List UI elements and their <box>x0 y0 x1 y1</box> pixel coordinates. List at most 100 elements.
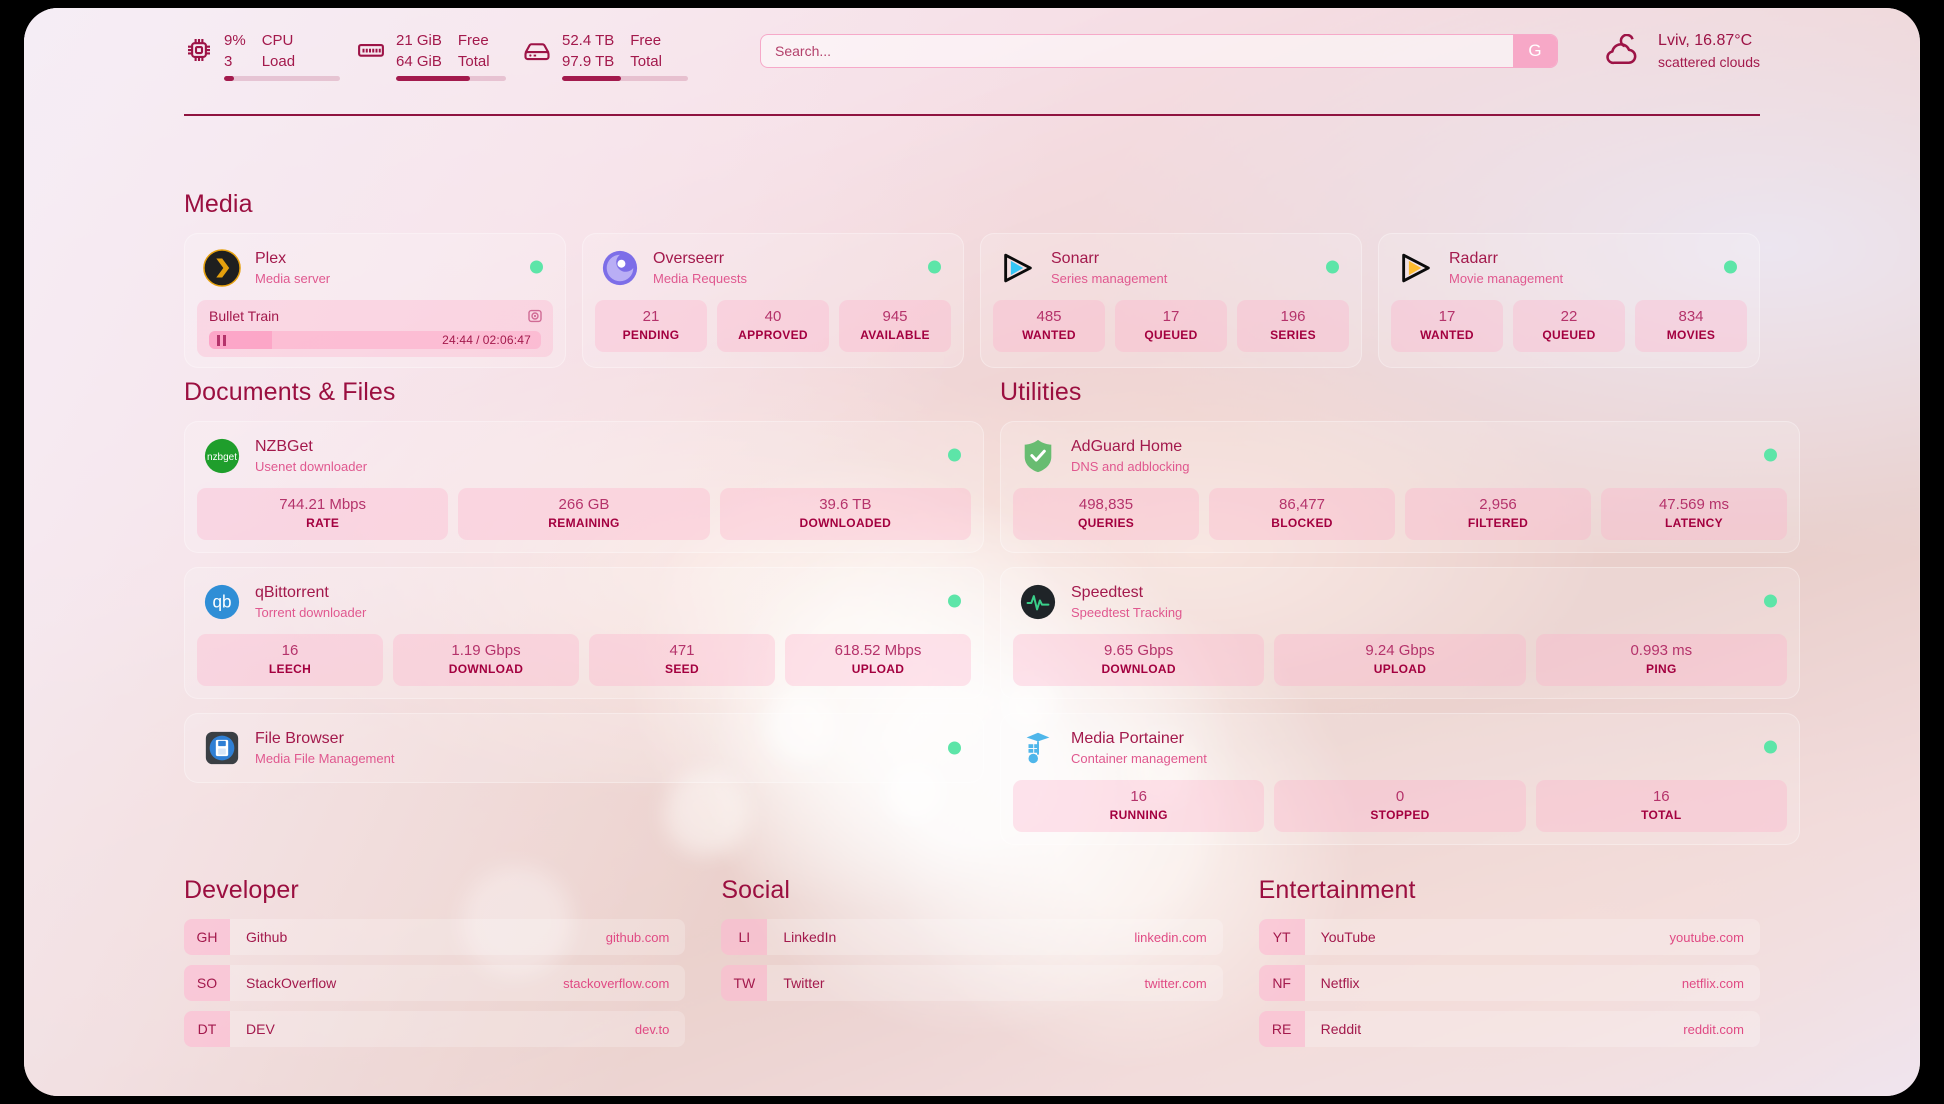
bookmark-item[interactable]: GH Github github.com <box>184 919 686 955</box>
stat-value: 471 <box>669 642 695 659</box>
ram-progress-bar <box>396 76 506 81</box>
utilities-section: Utilities AdGuard Home DNS and adblockin… <box>1000 378 1800 845</box>
disk-free: 52.4 TB <box>562 32 615 49</box>
bookmark-name: Twitter <box>783 975 825 991</box>
header: 9% 3 CPU Load <box>24 8 1920 120</box>
cast-icon[interactable] <box>527 308 543 324</box>
stat-item: 0.993 ms PING <box>1535 634 1787 686</box>
service-stats: 9.65 Gbps DOWNLOAD 9.24 Gbps UPLOAD 0.99… <box>1001 634 1799 698</box>
bookmark-url: dev.to <box>634 1021 670 1037</box>
stat-item: 471 SEED <box>589 634 775 686</box>
cpu-icon <box>184 35 214 65</box>
stat-value: 9.65 Gbps <box>1104 642 1174 659</box>
stat-label: BLOCKED <box>1271 516 1333 530</box>
bookmark-name: Github <box>246 929 288 945</box>
stat-label: PING <box>1646 662 1677 676</box>
ram-label-bottom: Total <box>457 53 490 70</box>
stat-label: PENDING <box>622 328 680 342</box>
service-card-radarr[interactable]: Radarr Movie management 17 WANTED 22 QUE… <box>1378 233 1760 368</box>
service-title: NZBGet <box>255 438 313 455</box>
stat-item: 9.24 Gbps UPLOAD <box>1274 634 1526 686</box>
playback-progress[interactable]: 24:44/02:06:47 <box>209 331 541 349</box>
service-card-overseerr[interactable]: Overseerr Media Requests 21 PENDING 40 A… <box>582 233 964 368</box>
bookmark-abbr: LI <box>721 919 768 955</box>
cpu-percent: 9% <box>224 32 246 49</box>
bookmark-abbr: TW <box>721 965 768 1001</box>
weather-widget[interactable]: Lviv, 16.87°C scattered clouds <box>1602 30 1760 72</box>
stat-value: 485 <box>1036 308 1062 325</box>
service-title: Speedtest <box>1071 584 1144 601</box>
stat-item: 39.6 TB DOWNLOADED <box>719 488 971 540</box>
weather-condition: scattered clouds <box>1658 54 1760 70</box>
bookmark-url: reddit.com <box>1683 1021 1744 1037</box>
service-card-plex[interactable]: Plex Media server Bullet Train <box>184 233 566 368</box>
status-badge <box>1724 260 1737 274</box>
stat-item: 744.21 Mbps RATE <box>197 488 449 540</box>
service-card-adguard-home[interactable]: AdGuard Home DNS and adblocking 498,835 … <box>1000 421 1800 553</box>
status-badge <box>1764 594 1777 608</box>
service-title: qBittorrent <box>255 584 329 601</box>
playback-time: 24:44/02:06:47 <box>442 333 531 347</box>
disk-label-bottom: Total <box>630 53 662 70</box>
bookmark-url: netflix.com <box>1681 975 1744 991</box>
stat-value: 1.19 Gbps <box>451 642 521 659</box>
stat-item: 485 WANTED <box>993 300 1105 352</box>
bookmark-item[interactable]: DT DEV dev.to <box>184 1011 686 1047</box>
stat-value: 17 <box>1438 308 1456 325</box>
stat-item: 40 APPROVED <box>717 300 829 352</box>
ram-total: 64 GiB <box>396 53 442 70</box>
stat-label: WANTED <box>1022 328 1076 342</box>
overseerr-logo <box>601 249 639 287</box>
service-stats: 17 WANTED 22 QUEUED 834 MOVIES <box>1379 300 1759 364</box>
bookmark-abbr: YT <box>1258 919 1305 955</box>
search-bar[interactable]: G <box>760 34 1559 68</box>
stat-item: 1.19 Gbps DOWNLOAD <box>393 634 579 686</box>
stat-label: AVAILABLE <box>860 328 930 342</box>
stat-item: 16 TOTAL <box>1535 780 1787 832</box>
stat-label: WANTED <box>1420 328 1474 342</box>
service-card-speedtest[interactable]: Speedtest Speedtest Tracking 9.65 Gbps D… <box>1000 567 1800 699</box>
filebrowser-logo <box>203 729 241 767</box>
service-card-file-browser[interactable]: File Browser Media File Management <box>184 713 984 783</box>
status-badge <box>948 741 961 755</box>
bookmark-name: Netflix <box>1320 975 1360 991</box>
service-subtitle: Media Requests <box>653 271 747 286</box>
bookmark-item[interactable]: TW Twitter twitter.com <box>721 965 1223 1001</box>
bookmark-item[interactable]: YT YouTube youtube.com <box>1258 919 1760 955</box>
service-card-qbittorrent[interactable]: qb qBittorrent Torrent downloader 16 LEE… <box>184 567 984 699</box>
search-engine-button[interactable]: G <box>1513 35 1558 67</box>
stat-item: 47.569 ms LATENCY <box>1601 488 1787 540</box>
service-card-nzbget[interactable]: nzbget NZBGet Usenet downloader 744.21 M… <box>184 421 984 553</box>
bookmark-abbr: DT <box>184 1011 230 1047</box>
stat-value: 47.569 ms <box>1658 496 1730 513</box>
service-card-sonarr[interactable]: Sonarr Series management 485 WANTED 17 Q… <box>980 233 1362 368</box>
service-card-media-portainer[interactable]: Media Portainer Container management 16 … <box>1000 713 1800 845</box>
stat-item: 17 WANTED <box>1391 300 1503 352</box>
stat-label: SERIES <box>1270 328 1316 342</box>
stat-value: 40 <box>764 308 782 325</box>
disk-icon <box>522 35 552 65</box>
plex-logo <box>203 249 241 287</box>
bookmark-abbr: SO <box>184 965 230 1001</box>
speedtest-logo <box>1019 583 1057 621</box>
bookmark-item[interactable]: RE Reddit reddit.com <box>1258 1011 1760 1047</box>
bookmark-name: DEV <box>246 1021 275 1037</box>
stat-item: 16 RUNNING <box>1013 780 1265 832</box>
stat-value: 0 <box>1395 788 1405 805</box>
stat-value: 2,956 <box>1479 496 1517 513</box>
now-playing[interactable]: Bullet Train 24:44/02:06:47 <box>197 300 553 357</box>
service-subtitle: Speedtest Tracking <box>1071 605 1183 620</box>
pause-icon[interactable] <box>217 334 226 346</box>
bookmark-item[interactable]: LI LinkedIn linkedin.com <box>721 919 1223 955</box>
service-stats: 744.21 Mbps RATE 266 GB REMAINING 39.6 T… <box>185 488 983 552</box>
disk-total: 97.9 TB <box>562 53 615 70</box>
stat-value: 196 <box>1280 308 1306 325</box>
bookmark-item[interactable]: SO StackOverflow stackoverflow.com <box>184 965 686 1001</box>
service-stats: 16 LEECH 1.19 Gbps DOWNLOAD 471 SEED 618… <box>185 634 983 698</box>
bookmark-group-social: Social LI LinkedIn linkedin.com TW Twitt… <box>721 876 1223 1057</box>
sonarr-logo <box>999 249 1037 287</box>
bookmark-item[interactable]: NF Netflix netflix.com <box>1258 965 1760 1001</box>
search-input[interactable] <box>761 35 1514 67</box>
radarr-logo <box>1397 249 1435 287</box>
stat-item: 16 LEECH <box>197 634 383 686</box>
